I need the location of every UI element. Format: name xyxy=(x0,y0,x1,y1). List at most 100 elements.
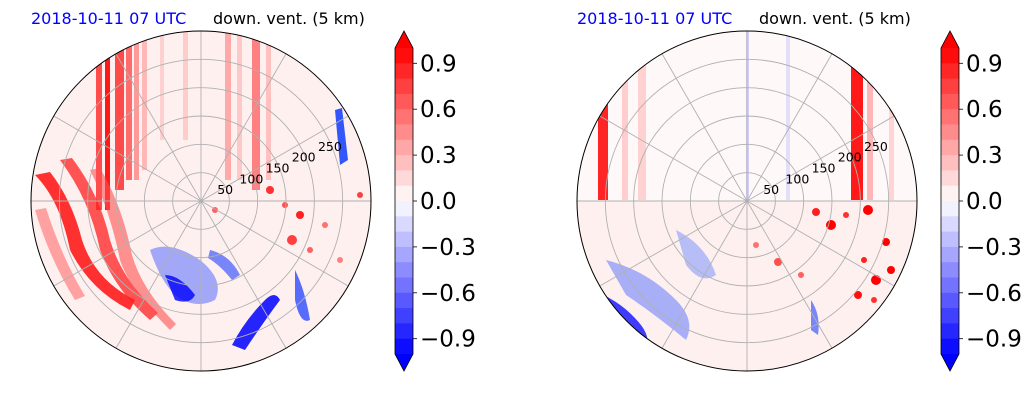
grid-spoke xyxy=(53,115,202,202)
colorbar-extend-min xyxy=(395,354,413,371)
grid-spoke xyxy=(200,115,349,202)
colorbar-level xyxy=(941,246,959,263)
radial-tick-label: 150 xyxy=(812,160,836,175)
polar-frame xyxy=(576,30,918,372)
colorbar-tick-label: 0.9 xyxy=(966,51,1003,77)
colorbar-level xyxy=(395,63,413,80)
radial-tick-label: 50 xyxy=(763,182,779,197)
colorbar-extend-max xyxy=(941,31,959,48)
colorbar-level xyxy=(395,216,413,233)
colorbar-tick-label: 0.6 xyxy=(966,97,1003,123)
colorbar-level xyxy=(395,201,413,217)
colorbar-level xyxy=(395,170,413,187)
colorbar-level xyxy=(395,124,413,141)
colorbar-level xyxy=(941,78,959,95)
grid-spoke xyxy=(200,200,349,287)
colorbar-level xyxy=(395,78,413,95)
chart-title-field: down. vent. (5 km) xyxy=(213,9,365,28)
radial-tick-label: 250 xyxy=(318,139,342,154)
colorbar-level xyxy=(941,231,959,248)
colorbar-tick-label: −0.6 xyxy=(966,281,1022,307)
colorbar-extend-min xyxy=(941,354,959,371)
chart-title-field: down. vent. (5 km) xyxy=(759,9,911,28)
colorbar-level xyxy=(941,93,959,110)
colorbar-level xyxy=(395,185,413,202)
colorbar-tick-label: −0.3 xyxy=(420,235,476,261)
colorbar-level xyxy=(941,308,959,324)
radial-tick-label: 50 xyxy=(217,182,233,197)
colorbar-level xyxy=(941,185,959,202)
colorbar-level xyxy=(941,277,959,294)
colorbar-level xyxy=(941,170,959,187)
radial-tick-label: 100 xyxy=(239,171,263,186)
colorbar-level xyxy=(941,109,959,125)
grid-spoke xyxy=(200,53,287,202)
colorbar-outline xyxy=(394,30,414,372)
radial-tick-label: 200 xyxy=(838,150,862,165)
grid-spoke xyxy=(200,200,287,349)
grid-spoke xyxy=(599,115,748,202)
colorbar-level xyxy=(395,93,413,110)
colorbar-level xyxy=(395,109,413,125)
grid-spoke xyxy=(661,200,748,349)
radial-tick-label: 250 xyxy=(864,139,888,154)
colorbar: 0.9 0.6 0.3 0.0 −0.3 −0.6 −0.9 xyxy=(940,30,1022,372)
grid-spoke xyxy=(115,53,202,202)
grid-spoke xyxy=(746,200,895,287)
polar-grid xyxy=(577,31,917,371)
colorbar-level xyxy=(941,338,959,355)
colorbar-level xyxy=(395,277,413,294)
colorbar-tick-label: 0.0 xyxy=(420,189,457,215)
colorbar-level xyxy=(395,231,413,248)
colorbar-level xyxy=(395,155,413,171)
colorbar-tick-label: −0.9 xyxy=(420,327,476,353)
colorbar-tick-label: −0.3 xyxy=(966,235,1022,261)
colorbar-level xyxy=(941,139,959,156)
colorbar-level xyxy=(395,292,413,309)
colorbar-level xyxy=(395,262,413,278)
grid-spoke xyxy=(661,53,748,202)
grid-spoke xyxy=(746,115,895,202)
colorbar-level xyxy=(941,124,959,141)
colorbar-level xyxy=(941,216,959,233)
colorbar-outline xyxy=(940,30,960,372)
polar-grid xyxy=(31,31,371,371)
colorbar-level xyxy=(941,201,959,217)
chart-panel-right: 2018-10-11 07 UTC down. vent. (5 km) xyxy=(546,0,1036,401)
radial-tick-label: 200 xyxy=(292,150,316,165)
colorbar-level xyxy=(395,246,413,263)
grid-spoke xyxy=(53,200,202,287)
colorbar-tick-label: 0.0 xyxy=(966,189,1003,215)
grid-spoke xyxy=(746,53,833,202)
chart-title-date: 2018-10-11 07 UTC xyxy=(31,9,187,28)
colorbar-level xyxy=(395,48,413,64)
grid-spoke xyxy=(599,200,748,287)
colorbar-level xyxy=(941,262,959,278)
colorbar-level xyxy=(941,63,959,80)
colorbar-tick-label: 0.6 xyxy=(420,97,457,123)
radial-tick-label: 150 xyxy=(266,160,290,175)
grid-spoke xyxy=(746,200,833,349)
colorbar-level xyxy=(941,292,959,309)
colorbar: 0.9 0.6 0.3 0.0 −0.3 −0.6 −0.9 xyxy=(394,30,476,372)
colorbar-level xyxy=(941,323,959,340)
colorbar-level xyxy=(395,338,413,355)
colorbar-tick-label: 0.3 xyxy=(966,143,1003,169)
colorbar-level xyxy=(941,48,959,64)
colorbar-level xyxy=(395,308,413,324)
chart-title-date: 2018-10-11 07 UTC xyxy=(577,9,733,28)
grid-spoke xyxy=(115,200,202,349)
polar-frame xyxy=(30,30,372,372)
colorbar-tick-label: −0.6 xyxy=(420,281,476,307)
colorbar-level xyxy=(941,155,959,171)
colorbar-tick-label: 0.9 xyxy=(420,51,457,77)
colorbar-level xyxy=(395,139,413,156)
colorbar-extend-max xyxy=(395,31,413,48)
colorbar-tick-label: −0.9 xyxy=(966,327,1022,353)
chart-panel-left: 2018-10-11 07 UTC down. vent. (5 km) xyxy=(30,9,476,372)
radial-tick-label: 100 xyxy=(785,171,809,186)
colorbar-level xyxy=(395,323,413,340)
colorbar-tick-label: 0.3 xyxy=(420,143,457,169)
